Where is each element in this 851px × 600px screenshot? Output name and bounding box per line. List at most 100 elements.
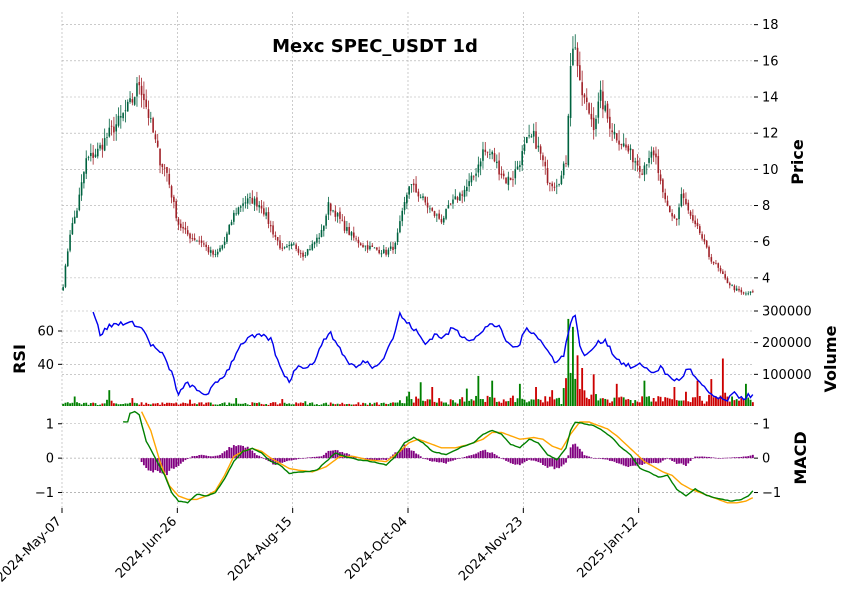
volume-bar [528,401,531,406]
volume-bar [329,402,332,406]
candle-body [189,233,191,239]
candle-body [648,157,650,163]
candle-body [752,291,754,293]
volume-bar [292,404,295,406]
volume-bar [119,404,122,406]
volume-bar [615,383,618,406]
candle-body [639,166,641,172]
macd-histogram-bar [255,455,258,459]
candle-body [468,181,470,187]
volume-bar [705,401,708,406]
candle-body [456,197,459,201]
volume-bar [650,401,653,406]
candle-body [87,156,90,158]
candle-body [99,145,101,149]
volume-bar [488,397,491,406]
candle-body [256,197,258,207]
volume-bar [516,398,519,406]
volume-bar [687,401,690,406]
candle-body [154,134,157,140]
volume-bar [392,402,394,406]
candle-body [544,161,547,167]
candle-body [339,211,341,219]
macd-histogram-bar [666,458,669,459]
candle-body [357,239,360,244]
volume-bar [634,400,637,406]
macd-histogram-bar [378,458,381,460]
candle-body [85,158,88,174]
volume-bar [85,402,88,406]
volume-bar [378,404,381,406]
candle-body [359,243,362,246]
candle-body [574,47,577,49]
candle-body [168,173,171,185]
volume-bar [112,403,115,406]
volume-bar [530,399,533,406]
candle-body [161,163,164,168]
indicator-lines [92,310,754,504]
volume-bar [701,400,704,406]
volume-bar [468,400,471,406]
candle-body [244,202,247,204]
candle-body [590,113,593,120]
candle-body [542,155,544,161]
macd-histogram-bar [747,456,750,459]
volume-bar [244,403,247,406]
macd-histogram-bar [313,456,316,459]
candle-body [318,237,321,239]
macd-histogram-bar [479,450,482,459]
volume-bar [415,396,417,406]
macd-histogram-bar [304,457,307,459]
volume-bar [484,401,487,406]
volume-bar [138,404,141,406]
candle-body [722,271,724,275]
volume-bar [345,404,348,406]
macd-histogram-bar [410,450,413,459]
candle-body [334,210,337,217]
macd-histogram-bar [309,457,311,459]
candle-body [133,97,136,105]
macd-histogram-bar [175,458,178,468]
macd-histogram-bar [260,457,263,459]
volume-bar [62,403,65,406]
price-tick-label: 8 [762,199,770,214]
macd-histogram-bar [500,458,503,459]
volume-bar [675,400,678,406]
candle-body [376,247,378,250]
candle-body [417,191,420,197]
macd-histogram-bar [292,458,295,460]
macd-histogram-bar [142,458,145,466]
volume-bar [447,404,450,406]
volume-bar [92,402,95,406]
volume-bar [221,403,224,406]
candle-body [509,177,512,180]
volume-bar [574,378,577,406]
candle-body [235,213,237,215]
candle-body [521,151,523,166]
candle-body [694,220,696,225]
candle-body [396,232,399,242]
volume-bar [424,401,427,406]
volume-bar [239,403,242,406]
macd-histogram-bar [691,458,694,459]
volume-bar [518,383,521,406]
macd-histogram-bar [742,456,745,459]
macd-histogram-bar [611,458,614,462]
macd-histogram-bar [493,453,496,459]
macd-histogram-bar [689,458,692,461]
volume-bar [461,397,464,406]
volume-bar [279,403,281,406]
candle-body [295,244,297,249]
rsi-tick-label: 60 [37,325,54,340]
candle-body [228,224,231,235]
candle-body [120,116,122,118]
macd-axis-label: MACD [791,431,810,484]
volume-bar [198,402,201,406]
macd-histogram-bar [408,447,411,459]
candle-body [274,235,277,237]
candle-body [166,167,168,173]
candle-body [523,144,526,152]
candle-body [348,226,350,235]
macd-histogram-bar [636,458,639,467]
candle-body [401,210,404,222]
